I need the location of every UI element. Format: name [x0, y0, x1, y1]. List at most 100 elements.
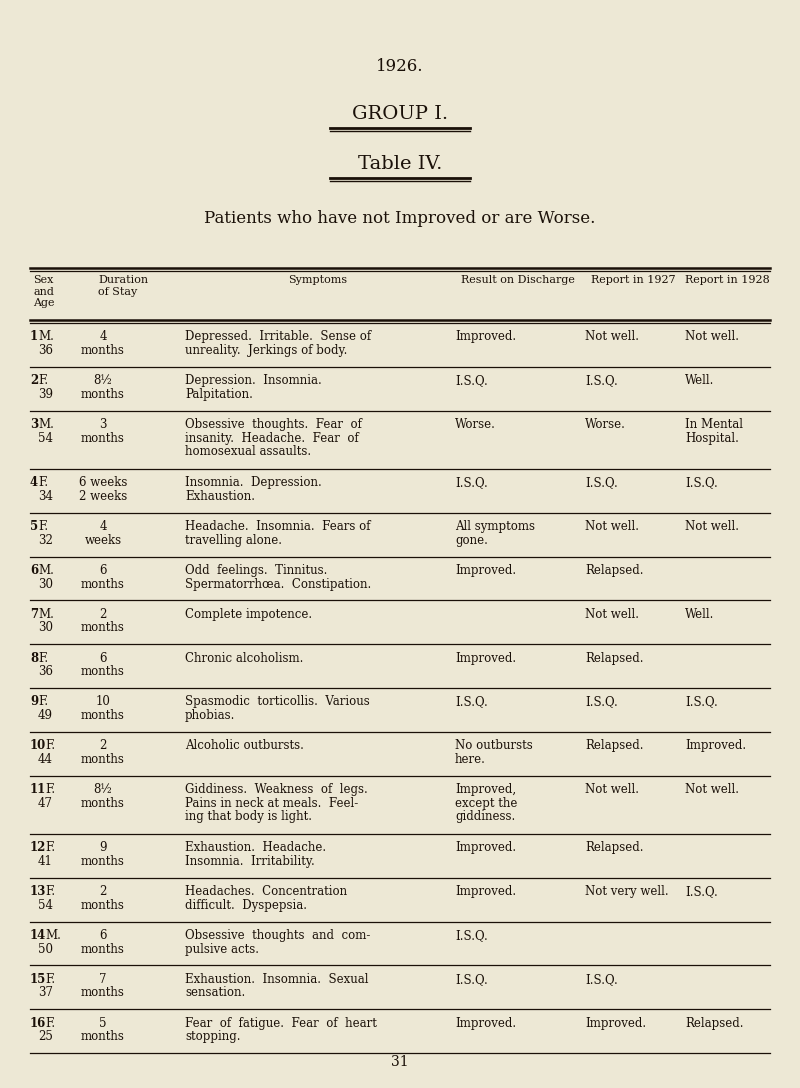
Text: In Mental: In Mental [685, 418, 743, 431]
Text: F.: F. [38, 374, 49, 387]
Text: 9: 9 [99, 841, 106, 854]
Text: Insomnia.  Irritability.: Insomnia. Irritability. [185, 855, 314, 868]
Text: months: months [81, 796, 125, 809]
Text: I.S.Q.: I.S.Q. [455, 973, 488, 986]
Text: here.: here. [455, 753, 486, 766]
Text: 2 weeks: 2 weeks [79, 490, 127, 503]
Text: Obsessive  thoughts  and  com-: Obsessive thoughts and com- [185, 929, 370, 942]
Text: I.S.Q.: I.S.Q. [685, 477, 718, 490]
Text: Not well.: Not well. [585, 608, 639, 621]
Text: F.: F. [45, 841, 55, 854]
Text: 49: 49 [38, 709, 53, 722]
Text: Result on Discharge: Result on Discharge [461, 275, 575, 285]
Text: Sex
and
Age: Sex and Age [33, 275, 54, 308]
Text: Not well.: Not well. [685, 331, 739, 344]
Text: Headache.  Insomnia.  Fears of: Headache. Insomnia. Fears of [185, 520, 370, 533]
Text: Improved.: Improved. [455, 841, 516, 854]
Text: months: months [81, 753, 125, 766]
Text: 16: 16 [30, 1016, 46, 1029]
Text: 30: 30 [38, 621, 53, 634]
Text: F.: F. [38, 477, 49, 490]
Text: 25: 25 [38, 1030, 53, 1043]
Text: 32: 32 [38, 534, 53, 546]
Text: Spermatorrhœa.  Constipation.: Spermatorrhœa. Constipation. [185, 578, 371, 591]
Text: I.S.Q.: I.S.Q. [585, 374, 618, 387]
Text: stopping.: stopping. [185, 1030, 241, 1043]
Text: No outbursts: No outbursts [455, 740, 533, 752]
Text: months: months [81, 855, 125, 868]
Text: 6 weeks: 6 weeks [79, 477, 127, 490]
Text: M.: M. [38, 331, 54, 344]
Text: 3: 3 [30, 418, 38, 431]
Text: Improved.: Improved. [585, 1016, 646, 1029]
Text: except the: except the [455, 796, 518, 809]
Text: 6: 6 [99, 652, 106, 665]
Text: 11: 11 [30, 783, 46, 796]
Text: F.: F. [38, 695, 49, 708]
Text: insanity.  Headache.  Fear  of: insanity. Headache. Fear of [185, 432, 358, 445]
Text: gone.: gone. [455, 534, 488, 546]
Text: M.: M. [45, 929, 61, 942]
Text: 5: 5 [99, 1016, 106, 1029]
Text: giddiness.: giddiness. [455, 811, 515, 824]
Text: All symptoms: All symptoms [455, 520, 535, 533]
Text: 4: 4 [99, 520, 106, 533]
Text: 2: 2 [99, 608, 106, 621]
Text: weeks: weeks [85, 534, 122, 546]
Text: Not very well.: Not very well. [585, 886, 669, 899]
Text: Exhaustion.  Headache.: Exhaustion. Headache. [185, 841, 326, 854]
Text: Improved.: Improved. [455, 564, 516, 577]
Text: 47: 47 [38, 796, 53, 809]
Text: months: months [81, 578, 125, 591]
Text: Not well.: Not well. [585, 520, 639, 533]
Text: Improved.: Improved. [455, 331, 516, 344]
Text: 41: 41 [38, 855, 53, 868]
Text: M.: M. [38, 608, 54, 621]
Text: 54: 54 [38, 432, 53, 445]
Text: 4: 4 [30, 477, 38, 490]
Text: months: months [81, 432, 125, 445]
Text: 5: 5 [30, 520, 38, 533]
Text: phobias.: phobias. [185, 709, 235, 722]
Text: 12: 12 [30, 841, 46, 854]
Text: months: months [81, 387, 125, 400]
Text: homosexual assaults.: homosexual assaults. [185, 445, 311, 458]
Text: 10: 10 [95, 695, 110, 708]
Text: 39: 39 [38, 387, 53, 400]
Text: F.: F. [45, 740, 55, 752]
Text: Headaches.  Concentration: Headaches. Concentration [185, 886, 347, 899]
Text: Depression.  Insomnia.: Depression. Insomnia. [185, 374, 322, 387]
Text: Improved.: Improved. [455, 886, 516, 899]
Text: 6: 6 [30, 564, 38, 577]
Text: 9: 9 [30, 695, 38, 708]
Text: Worse.: Worse. [585, 418, 626, 431]
Text: F.: F. [45, 783, 55, 796]
Text: 7: 7 [30, 608, 38, 621]
Text: 6: 6 [99, 564, 106, 577]
Text: travelling alone.: travelling alone. [185, 534, 282, 546]
Text: Improved.: Improved. [455, 652, 516, 665]
Text: months: months [81, 899, 125, 912]
Text: I.S.Q.: I.S.Q. [455, 695, 488, 708]
Text: M.: M. [38, 564, 54, 577]
Text: F.: F. [38, 520, 49, 533]
Text: Improved,: Improved, [455, 783, 516, 796]
Text: Not well.: Not well. [585, 331, 639, 344]
Text: Obsessive  thoughts.  Fear  of: Obsessive thoughts. Fear of [185, 418, 362, 431]
Text: Well.: Well. [685, 608, 714, 621]
Text: Alcoholic outbursts.: Alcoholic outbursts. [185, 740, 304, 752]
Text: 1926.: 1926. [376, 58, 424, 75]
Text: Pains in neck at meals.  Feel-: Pains in neck at meals. Feel- [185, 796, 358, 809]
Text: Relapsed.: Relapsed. [585, 564, 643, 577]
Text: 37: 37 [38, 987, 53, 1000]
Text: pulsive acts.: pulsive acts. [185, 942, 259, 955]
Text: Improved.: Improved. [455, 1016, 516, 1029]
Text: Well.: Well. [685, 374, 714, 387]
Text: unreality.  Jerkings of body.: unreality. Jerkings of body. [185, 344, 347, 357]
Text: Chronic alcoholism.: Chronic alcoholism. [185, 652, 303, 665]
Text: 2: 2 [99, 886, 106, 899]
Text: Fear  of  fatigue.  Fear  of  heart: Fear of fatigue. Fear of heart [185, 1016, 377, 1029]
Text: 6: 6 [99, 929, 106, 942]
Text: F.: F. [38, 652, 49, 665]
Text: Worse.: Worse. [455, 418, 496, 431]
